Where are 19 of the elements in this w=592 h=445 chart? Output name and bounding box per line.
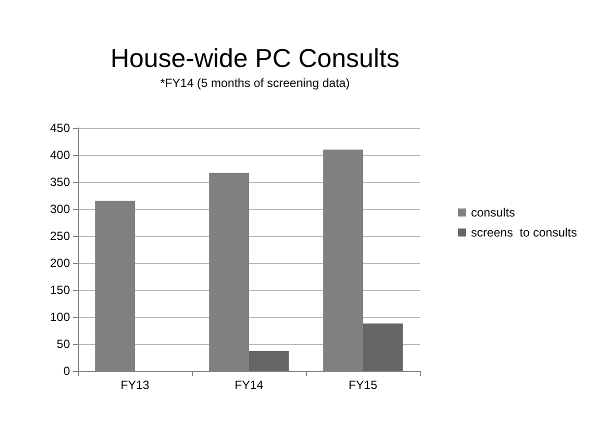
x-tick-label: FY13 [120, 378, 150, 392]
x-tick-label: FY15 [348, 378, 378, 392]
chart-title: House-wide PC Consults [110, 43, 400, 73]
y-tick-label: 400 [50, 148, 70, 162]
y-tick-label: 100 [50, 310, 70, 324]
y-tick-label: 200 [50, 256, 70, 270]
legend-label: screens to consults [470, 226, 578, 240]
y-tick-label: 150 [50, 283, 70, 297]
y-tick-label: 50 [56, 337, 70, 351]
x-tick-label: FY14 [234, 378, 264, 392]
y-tick-label: 350 [50, 175, 70, 189]
chart-subtitle: *FY14 (5 months of screening data) [160, 76, 350, 90]
bar [249, 351, 289, 371]
y-tick-label: 300 [50, 202, 70, 216]
legend-label: consults [470, 206, 515, 220]
y-tick-label: 250 [50, 229, 70, 243]
y-tick-label: 450 [50, 121, 70, 135]
y-tick-label: 0 [63, 364, 70, 378]
bar [363, 323, 403, 371]
